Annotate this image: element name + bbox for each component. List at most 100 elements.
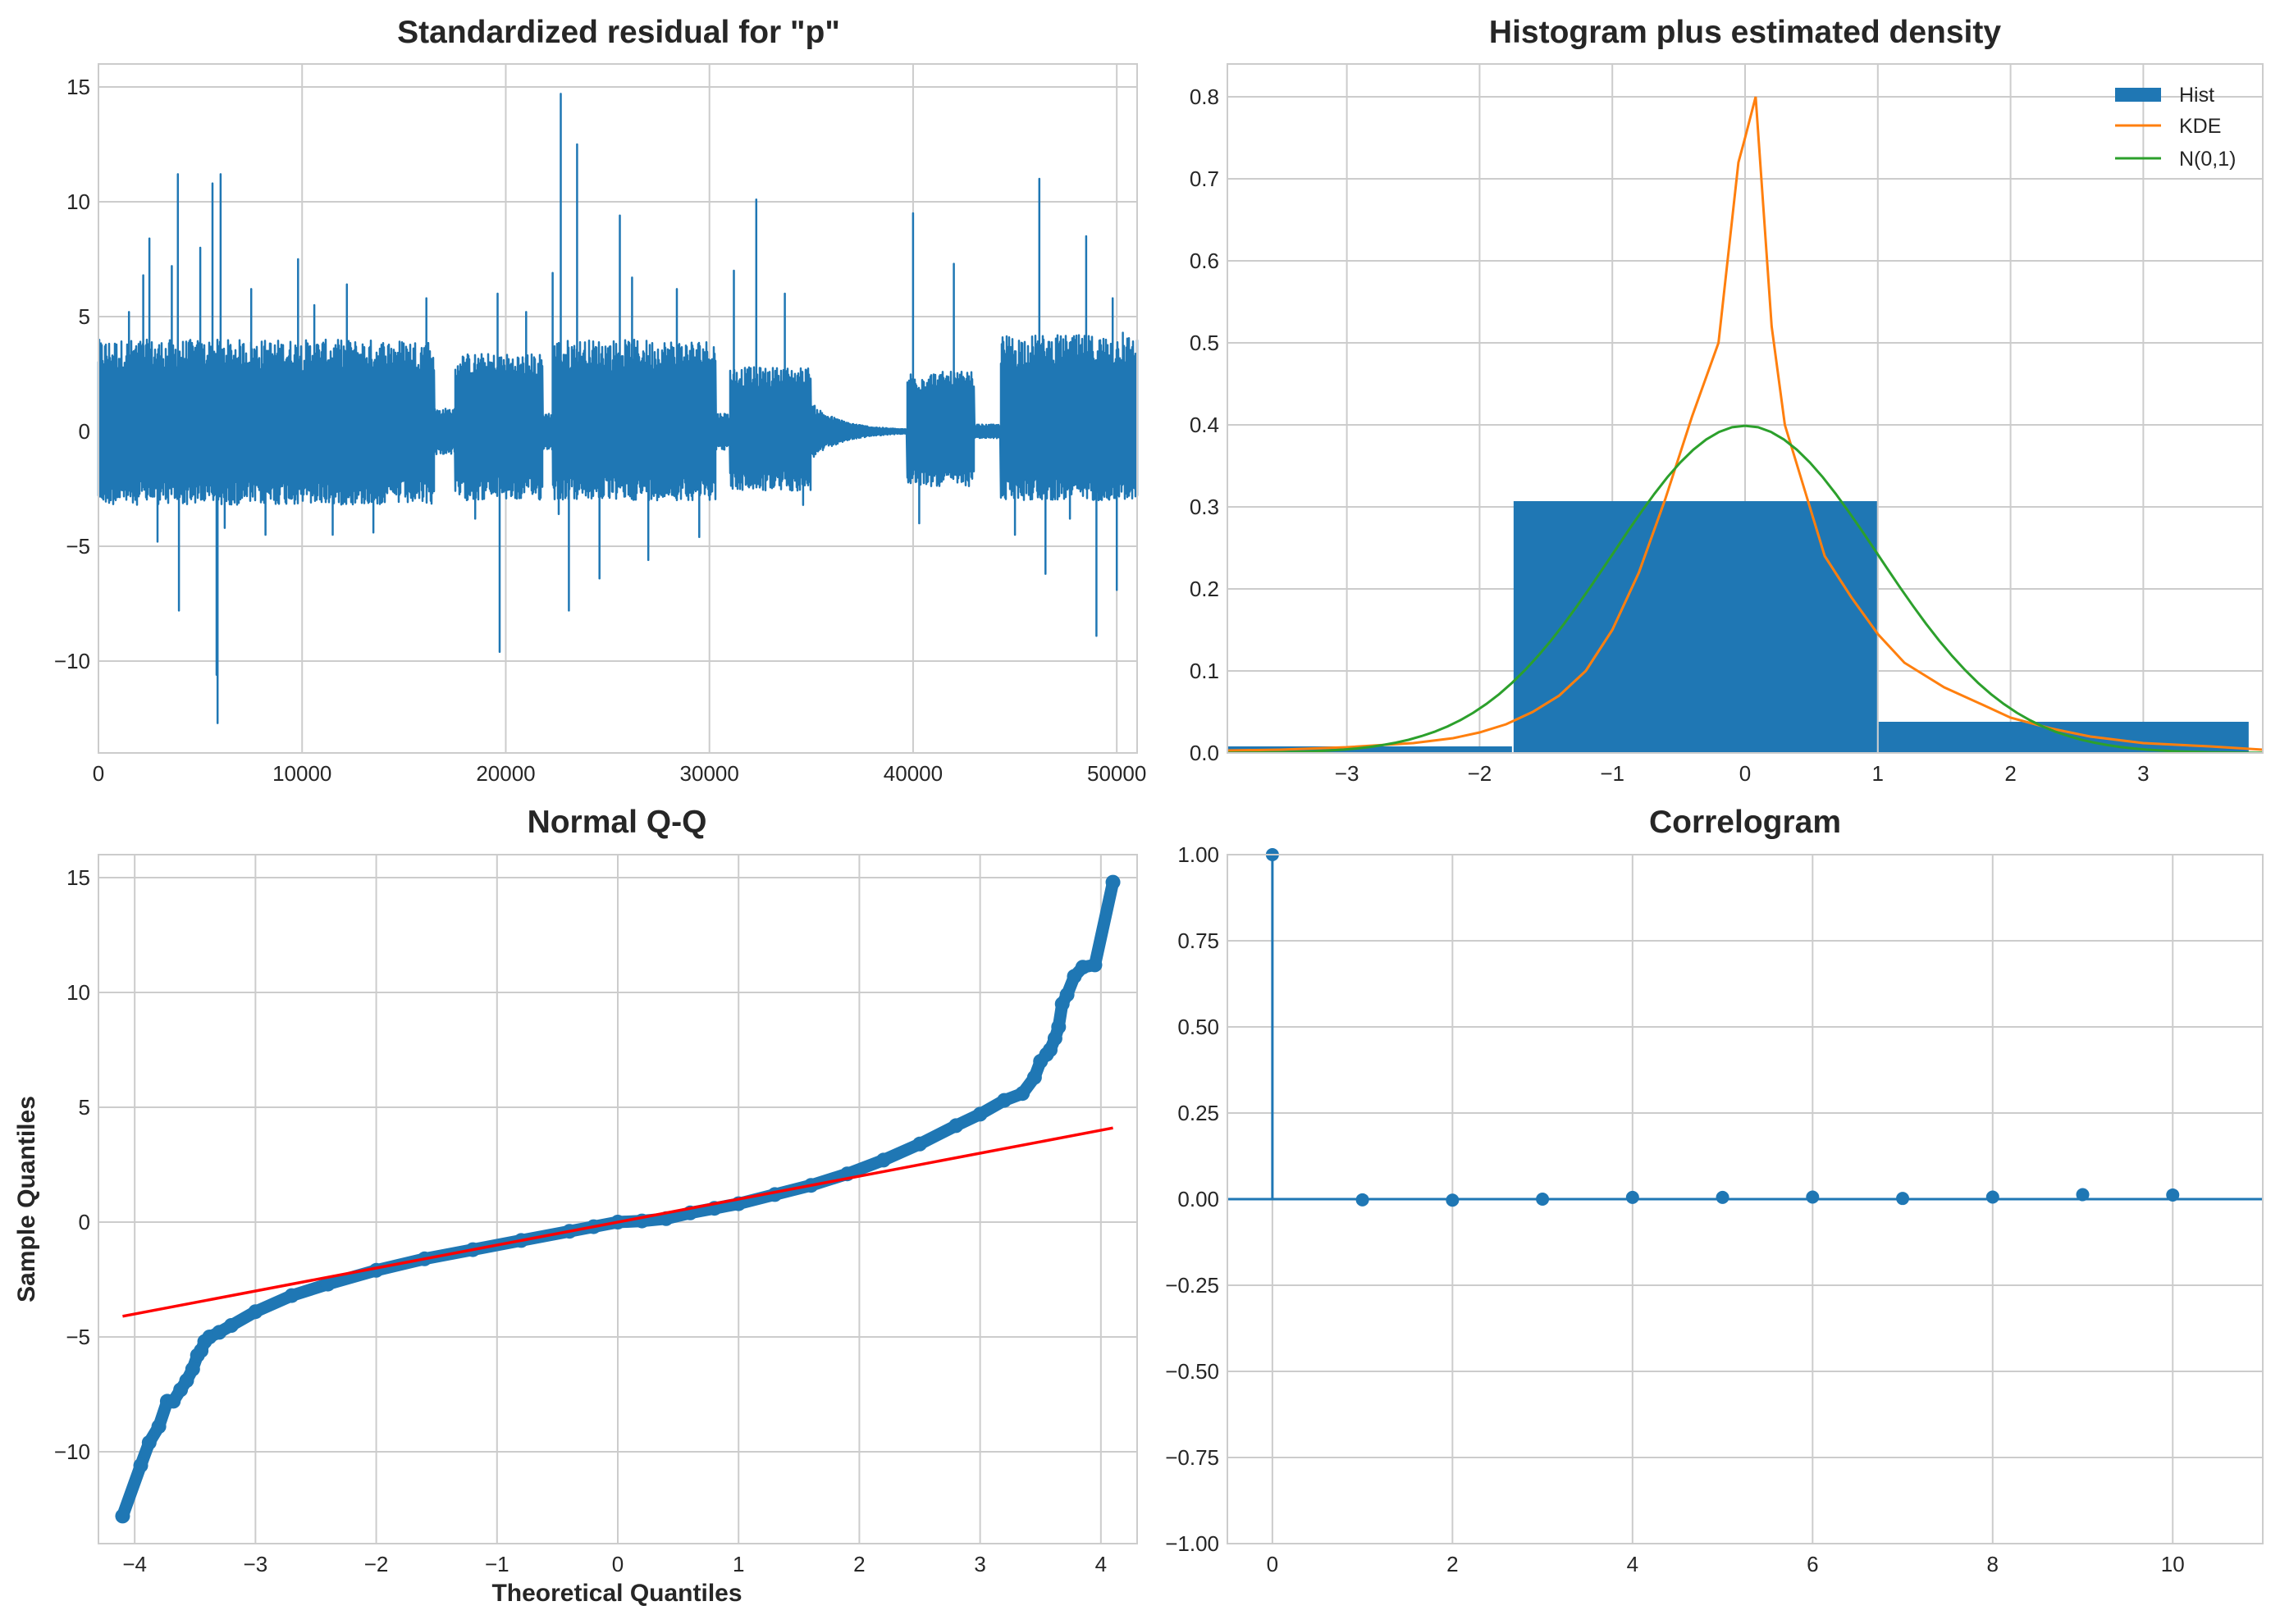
histogram-legend: Hist KDE N(0,1) [2115, 84, 2236, 171]
qq-point [1043, 1042, 1058, 1057]
qq-reference-line [122, 1126, 1113, 1318]
qq-point [185, 1362, 200, 1377]
legend-hist-label: Hist [2179, 84, 2214, 107]
correlogram-xtick-label: 2 [1446, 1552, 1458, 1576]
correlogram-ytick-label: −0.75 [1165, 1445, 1219, 1470]
qq-xtick-label: −3 [244, 1552, 268, 1576]
correlogram-ytick-label: −1.00 [1165, 1531, 1219, 1556]
correlogram-xtick-label: 6 [1807, 1552, 1818, 1576]
residual-xtick-label: 40000 [884, 761, 943, 786]
qq-xtick-label: −1 [485, 1552, 509, 1576]
qq-xtick-label: 2 [853, 1552, 865, 1576]
qq-ylabel: Sample Quantiles [13, 1096, 40, 1302]
acf-marker [1896, 1192, 1910, 1206]
qq-xtick-label: 4 [1095, 1552, 1107, 1576]
residual-series-line [97, 93, 1139, 724]
residual-title: Standardized residual for "p" [397, 15, 840, 50]
acf-marker [1806, 1190, 1820, 1204]
qq-point [179, 1373, 194, 1389]
residual-frame [98, 63, 1138, 754]
qq-ytick-label: 15 [66, 865, 90, 890]
acf-marker [1625, 1190, 1639, 1204]
qq-point [133, 1457, 148, 1473]
acf-marker [1985, 1190, 1999, 1204]
qq-point [1059, 987, 1075, 1002]
acf-marker [1355, 1193, 1369, 1207]
histogram-ytick-label: 0.1 [1190, 659, 1219, 683]
correlogram-ytick-label: 1.00 [1177, 842, 1219, 867]
residual-ytick-label: 0 [79, 419, 90, 444]
qq-point [212, 1325, 227, 1340]
residual-xtick-label: 10000 [272, 761, 331, 786]
histogram-xtick-label: 1 [1872, 761, 1884, 786]
qq-title: Normal Q-Q [528, 805, 707, 840]
qq-point [223, 1318, 239, 1333]
qq-point [1075, 960, 1090, 975]
qq-point [141, 1435, 157, 1450]
histogram-xtick-label: 0 [1739, 761, 1751, 786]
residual-ytick-label: 5 [79, 304, 90, 329]
histogram-ytick-label: 0.6 [1190, 249, 1219, 273]
acf-marker [2166, 1188, 2180, 1202]
histogram-xtick-label: −1 [1600, 761, 1624, 786]
histogram-bar [1878, 722, 2249, 753]
correlogram-ytick-label: 0.00 [1177, 1187, 1219, 1211]
residual-panel: Standardized residual for "p" 0 10000 2000… [54, 15, 1146, 786]
qq-point [1047, 1031, 1062, 1046]
correlogram-xtick-label: 10 [2161, 1552, 2185, 1576]
residual-xtick-label: 30000 [680, 761, 739, 786]
qq-ytick-label: 10 [66, 980, 90, 1005]
legend-normal-label: N(0,1) [2179, 148, 2236, 171]
residual-xtick-label: 20000 [476, 761, 535, 786]
qq-point [972, 1106, 988, 1122]
qq-point [912, 1136, 928, 1152]
qq-frame [98, 854, 1138, 1544]
correlogram-panel: Correlogram 0 2 4 6 8 10 −1.00 −0.75 −0.50 −0.25 0… [1165, 805, 2264, 1576]
residual-ytick-label: 10 [66, 189, 90, 214]
qq-xtick-label: 0 [612, 1552, 624, 1576]
qq-point [948, 1118, 964, 1134]
histogram-ytick-label: 0.2 [1190, 577, 1219, 601]
legend-hist-swatch [2115, 88, 2161, 102]
histogram-ytick-label: 0.7 [1190, 167, 1219, 191]
qq-point [997, 1093, 1012, 1108]
histogram-xtick-label: −2 [1468, 761, 1492, 786]
correlogram-xtick-label: 0 [1267, 1552, 1278, 1576]
acf-marker [1716, 1190, 1729, 1204]
histogram-ytick-label: 0.3 [1190, 495, 1219, 519]
histogram-bar [1513, 501, 1877, 753]
qq-point [1015, 1086, 1030, 1102]
qq-xtick-label: 3 [974, 1552, 985, 1576]
legend-kde-label: KDE [2179, 115, 2221, 138]
qq-point [320, 1276, 336, 1292]
histogram-title: Histogram plus estimated density [1489, 15, 2001, 50]
histogram-xtick-label: 3 [2137, 761, 2149, 786]
correlogram-title: Correlogram [1649, 805, 1841, 840]
correlogram-ytick-label: 0.50 [1177, 1015, 1219, 1039]
qq-point [1087, 957, 1103, 973]
acf-marker [1536, 1193, 1550, 1206]
histogram-xtick-label: 2 [2004, 761, 2016, 786]
acf-marker [1446, 1193, 1460, 1207]
histogram-frame [1227, 63, 2264, 754]
correlogram-ytick-label: −0.50 [1165, 1359, 1219, 1384]
histogram-panel: Histogram plus estimated density −3 −2 −1 0… [1190, 15, 2264, 786]
histogram-ytick-label: 0.8 [1190, 84, 1219, 109]
correlogram-frame [1227, 854, 2264, 1544]
qq-point [1026, 1070, 1042, 1085]
qq-xtick-label: −4 [122, 1552, 147, 1576]
correlogram-ytick-label: 0.75 [1177, 928, 1219, 953]
qq-point [1051, 1020, 1067, 1034]
qq-point [151, 1419, 167, 1435]
qq-point [284, 1288, 299, 1303]
qq-ytick-label: 0 [79, 1210, 90, 1234]
correlogram-xtick-label: 8 [1987, 1552, 1999, 1576]
qq-ytick-label: 5 [79, 1095, 90, 1120]
qq-point [115, 1508, 130, 1524]
qq-point [248, 1304, 263, 1320]
histogram-ytick-label: 0.0 [1190, 741, 1219, 765]
residual-ytick-label: −10 [54, 649, 90, 673]
qq-ytick-label: −10 [54, 1439, 90, 1464]
